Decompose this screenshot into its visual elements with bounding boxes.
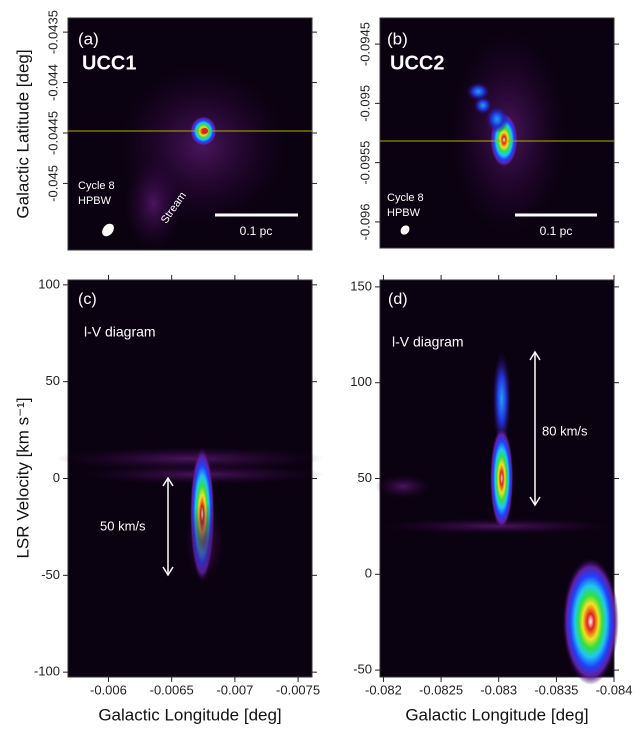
y-axis-label: Galactic Latitude [deg] [13,49,32,218]
x-tick-label: -0.084 [596,682,633,697]
x-tick-label: -0.0065 [150,682,194,697]
plot-layer: -0.0435 -0.044 -0.0445 -0.045 -0.0945 -0.095 -… [34,10,632,697]
y-tick-label: 0 [53,470,60,485]
arrow-head [162,476,174,487]
annotation: 0.1 pc [540,224,573,238]
annotation: HPBW [78,195,112,207]
x-tick-label: -0.007 [216,682,253,697]
x-axis-label: Galactic Longitude [deg] [98,705,281,724]
arrow-head [529,496,541,507]
emission [375,474,432,499]
y-axis-label: LSR Velocity [km s⁻¹] [13,397,32,558]
y-tick-label: -100 [34,664,60,679]
y-tick-label: 100 [350,374,372,389]
y-tick-label: -0.0435 [45,10,60,54]
y-tick-label: -0.044 [45,64,60,101]
x-tick-label: -0.0825 [419,682,463,697]
x-tick-label: -0.083 [480,682,517,697]
emission [485,105,509,133]
y-tick-label: -0.0945 [357,22,372,66]
panel-label: (c) [78,291,97,308]
emission [55,446,325,471]
panel-label: (b) [387,29,408,48]
y-tick-label: 50 [46,373,60,388]
x-tick-label: -0.0835 [534,682,578,697]
x-tick-label: -0.006 [90,682,127,697]
annotation: 50 km/s [100,518,146,533]
y-tick-label: -0.096 [357,203,372,240]
emission [562,557,619,685]
annotation: HPBW [387,207,421,219]
annotation: Cycle 8 [387,192,424,204]
emission [492,351,512,447]
emission [185,502,225,582]
x-tick-label: -0.082 [365,682,402,697]
beam [400,225,410,235]
panel-title: UCC2 [390,52,444,74]
beam [102,223,114,237]
y-tick-label: -50 [41,567,60,582]
y-tick-label: 100 [38,276,60,291]
emission [124,157,183,251]
y-tick-label: -0.0445 [45,111,60,155]
y-tick-label: -0.0955 [357,141,372,185]
panel-title: l-V diagram [392,334,464,350]
core [202,128,208,134]
panel-label: (d) [388,291,408,308]
y-tick-label: 0 [365,566,372,581]
panel-title: UCC1 [82,52,136,74]
emission [466,82,490,101]
annotation: 80 km/s [542,423,588,438]
arrow-head [529,350,541,361]
emission [473,96,493,115]
panel-label: (a) [78,29,99,48]
annotation: Cycle 8 [78,180,115,192]
emission [489,426,514,531]
y-tick-label: -0.095 [357,85,372,122]
arrow-head [162,566,174,577]
y-tick-label: 150 [350,278,372,293]
y-tick-label: 50 [358,470,372,485]
emission [380,518,614,535]
x-tick-label: -0.0075 [276,682,320,697]
x-axis-label: Galactic Longitude [deg] [405,705,588,724]
y-tick-label: -50 [353,662,372,677]
label-layer: (a) UCC1 Cycle 8 HPBW Stream 0.1 pc (b) … [13,29,588,724]
annotation: 0.1 pc [240,224,273,238]
panel-title: l-V diagram [84,324,156,340]
y-tick-label: -0.045 [45,165,60,202]
